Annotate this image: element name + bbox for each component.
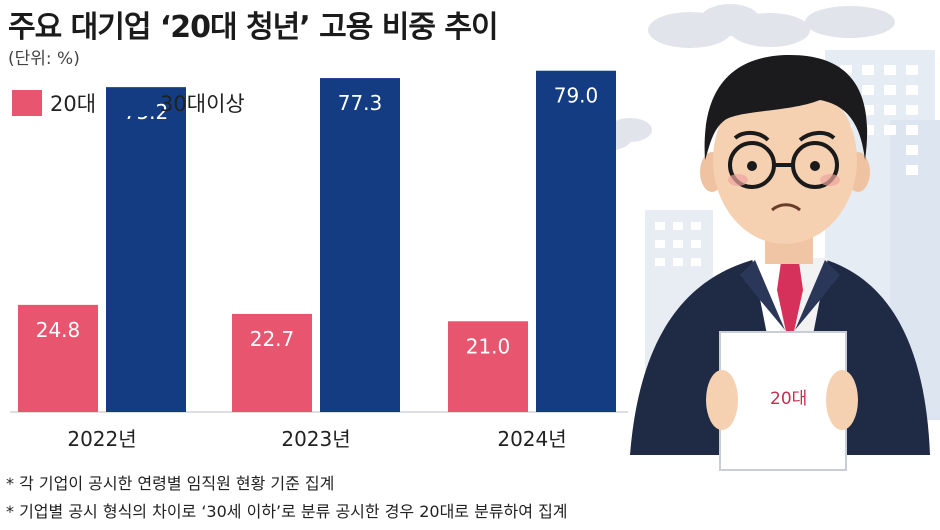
footnotes: * 각 기업이 공시한 연령별 임직원 현황 기준 집계 * 기업별 공시 형식… [6,470,568,526]
page-title: 주요 대기업 ‘20대 청년’ 고용 비중 추이 [8,10,499,45]
legend-swatch-30plus [122,90,153,116]
bar-20s-2024년 [448,321,528,412]
data-label: 21.0 [466,334,511,358]
x-tick-label: 2024년 [497,427,566,451]
legend-item-20s: 20대 [12,88,96,118]
legend-label-30plus: 30대이상 [160,92,245,116]
bar-30plus-2023년 [320,78,400,413]
cloud-icon [648,4,895,48]
legend-swatch-20s [12,90,42,116]
legend-item-30plus: 30대이상 [122,88,245,118]
data-label: 22.7 [250,327,295,351]
footnote-1: * 각 기업이 공시한 연령별 임직원 현황 기준 집계 [6,474,335,493]
bar-20s-2023년 [232,313,312,412]
bar-20s-2022년 [18,304,98,412]
x-tick-label: 2023년 [281,427,350,451]
chart-legend: 20대 30대이상 [12,88,271,118]
data-label: 79.0 [554,84,599,108]
man: 20대 [630,55,930,471]
legend-label-20s: 20대 [50,92,97,116]
x-tick-label: 2022년 [67,427,136,451]
paper-label: 20대 [770,389,807,409]
data-label: 77.3 [338,91,383,115]
bar-30plus-2022년 [106,87,186,413]
unit-label: (단위: %) [8,49,80,69]
data-label: 24.8 [36,318,81,342]
footnote-2: * 기업별 공시 형식의 차이로 ‘30세 이하’로 분류 공시한 경우 20대… [6,502,568,521]
bar-30plus-2024년 [536,70,616,412]
